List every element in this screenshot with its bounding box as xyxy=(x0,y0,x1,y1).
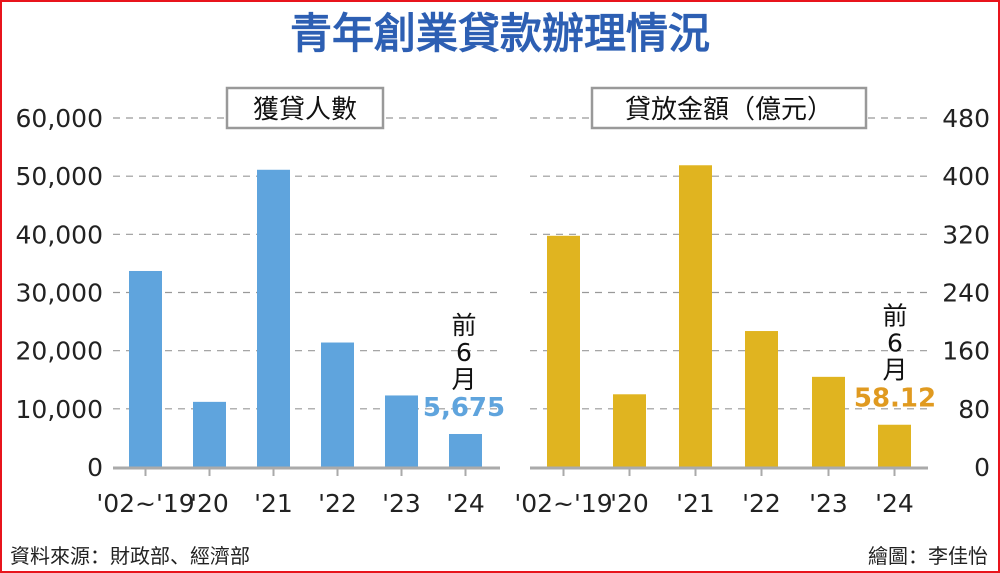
bar-4 xyxy=(385,395,418,467)
chart-title: 青年創業貸款辦理情況 xyxy=(290,9,710,58)
x-tick-label: '20 xyxy=(610,489,649,518)
x-tick-label: '21 xyxy=(254,489,293,518)
period-note: 月 xyxy=(882,356,907,385)
y-tick-label: 80 xyxy=(958,395,990,424)
bar-0 xyxy=(547,235,580,467)
series-title: 貸放金額（億元） xyxy=(625,95,833,125)
y-tick-label: 320 xyxy=(942,220,990,249)
left-chart: 0 10,000 20,000 30,000 40,000 50,000 60,000 '02… xyxy=(16,86,505,518)
bar-3 xyxy=(745,331,778,467)
period-note: 6 xyxy=(456,338,472,367)
right-chart: 0 80 160 240 320 400 480 '02~'19'20 '21 '22 '23 '24… xyxy=(514,86,990,518)
series-title-box xyxy=(590,86,868,130)
source-note: 資料來源：財政部、經濟部 xyxy=(10,544,250,568)
x-tick-label: '02~'19 xyxy=(96,489,194,518)
value-label: 58.12 xyxy=(854,384,936,414)
y-tick-label: 60,000 xyxy=(16,104,103,133)
bar-3 xyxy=(321,342,354,467)
y-tick-label: 400 xyxy=(942,162,990,191)
bar-4 xyxy=(812,376,845,467)
credit-note: 繪圖：李佳怡 xyxy=(868,544,988,568)
bar-2 xyxy=(257,169,290,468)
x-tick-label: '24 xyxy=(875,489,914,518)
bar-5 xyxy=(878,424,911,467)
x-tick-label: '22 xyxy=(318,489,357,518)
y-tick-label: 20,000 xyxy=(16,337,103,366)
period-note: 前 xyxy=(451,311,476,340)
x-tick-label: '20 xyxy=(190,489,229,518)
y-tick-label: 240 xyxy=(942,279,990,308)
x-tick-label: '22 xyxy=(742,489,781,518)
period-note: 前 xyxy=(882,302,907,331)
bar-1 xyxy=(193,401,226,467)
series-title: 獲貸人數 xyxy=(253,95,357,125)
y-tick-label: 10,000 xyxy=(16,395,103,424)
bar-0 xyxy=(129,270,162,467)
value-label: 5,675 xyxy=(423,393,505,423)
period-note: 6 xyxy=(887,329,903,358)
y-tick-label: 50,000 xyxy=(16,162,103,191)
y-tick-label: 0 xyxy=(974,453,990,482)
x-tick-label: '02~'19 xyxy=(514,489,612,518)
x-tick-label: '23 xyxy=(382,489,421,518)
y-tick-label: 30,000 xyxy=(16,279,103,308)
series-title-box xyxy=(225,86,385,130)
bar-1 xyxy=(613,394,646,467)
bar-2 xyxy=(679,165,712,467)
y-tick-label: 160 xyxy=(942,337,990,366)
bar-5 xyxy=(449,433,482,467)
y-tick-label: 40,000 xyxy=(16,220,103,249)
x-tick-label: '23 xyxy=(809,489,848,518)
y-tick-label: 0 xyxy=(87,453,103,482)
x-tick-label: '21 xyxy=(676,489,715,518)
period-note: 月 xyxy=(451,365,476,394)
y-tick-label: 480 xyxy=(942,104,990,133)
x-tick-label: '24 xyxy=(446,489,485,518)
